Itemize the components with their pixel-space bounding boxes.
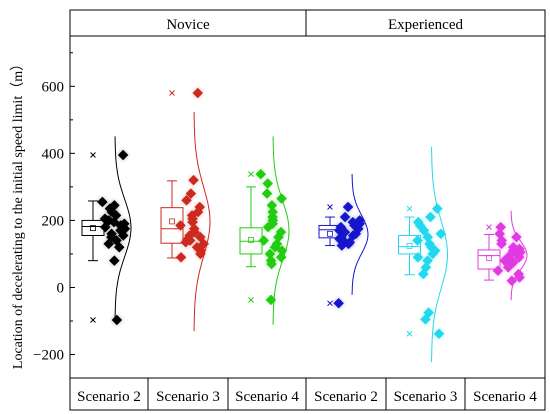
y-tick-label-200: 200 [42, 213, 65, 229]
series-2-point-3 [185, 188, 197, 199]
category-label-2: Scenario 3 [156, 389, 220, 405]
series-3-mean-marker [248, 236, 254, 243]
series-1-point-12 [99, 221, 111, 233]
y-axis-title: Location of decelerating to the initial … [10, 57, 26, 369]
series-4-point-18 [336, 240, 348, 251]
series-3-point-1 [255, 168, 267, 180]
series-4-point-2 [339, 211, 351, 223]
series-1-outlier-2 [90, 317, 96, 323]
series-1-point-5 [106, 206, 118, 218]
series-1-point-19 [103, 238, 115, 250]
chart-frame [69, 9, 546, 411]
series-2-point-17 [180, 236, 192, 248]
series-3-point-15 [269, 241, 281, 253]
series-5-point-18 [420, 313, 431, 325]
series-2-point-21 [195, 248, 206, 260]
series-1-point-20 [113, 241, 125, 253]
series-6-point-5 [496, 238, 507, 250]
category-label-6: Scenario 4 [473, 389, 537, 405]
series-3-point-10 [262, 221, 274, 233]
series-3-point-9 [267, 218, 278, 230]
series-3-outlier-2 [248, 297, 254, 303]
group-label-novice: Novice [166, 17, 210, 33]
series-5-point-1 [431, 203, 443, 215]
series-2-point-10 [175, 220, 186, 231]
series-3-point-13 [258, 235, 270, 246]
series-6-point-18 [492, 265, 504, 277]
category-label-5: Scenario 3 [394, 389, 458, 405]
series-5-outlier-1 [406, 205, 413, 212]
series-5-point-12 [427, 248, 439, 260]
series-6-point-12 [513, 251, 525, 263]
series-6-point-17 [502, 261, 514, 273]
series-1-point-2 [97, 196, 108, 208]
series-2-mean-marker [169, 218, 175, 225]
series-2-point-2 [188, 174, 199, 186]
series-1-outlier-1 [90, 152, 96, 158]
series-6-mean-marker [486, 255, 492, 261]
series-6-distribution-curve [510, 210, 528, 301]
series-1-point-16 [117, 230, 129, 241]
category-label-3: Scenario 4 [235, 389, 299, 405]
series-2-point-22 [175, 251, 187, 263]
series-4-mean-marker [327, 230, 333, 237]
series-5-point-13 [412, 251, 424, 263]
series-2-point-4 [181, 194, 192, 206]
series-5-point-16 [417, 268, 429, 280]
series-5-outlier-2 [406, 330, 413, 337]
series-4-distribution-curve [351, 174, 369, 295]
series-1-point-22 [111, 314, 123, 326]
series-3-distribution-curve [272, 136, 290, 325]
series-2-point-1 [192, 87, 204, 99]
series-6-box [477, 249, 501, 270]
series-5-point-2 [425, 211, 436, 223]
series-2-distribution-curve [193, 111, 211, 332]
series-1-distribution-curve [114, 136, 132, 320]
series-3-outlier-1 [248, 171, 254, 177]
series-3-point-3 [261, 188, 273, 199]
series-3-point-20 [266, 258, 277, 270]
series-4-outlier-2 [327, 300, 333, 307]
series-4-point-1 [342, 201, 354, 213]
series-5-point-5 [418, 225, 430, 236]
series-5-point-8 [412, 235, 423, 246]
series-1-point-1 [117, 149, 129, 161]
series-5-box [398, 235, 421, 255]
series-1-point-21 [108, 255, 120, 267]
group-label-experienced: Experienced [388, 17, 463, 33]
series-4-point-19 [333, 297, 344, 309]
series-5-mean-marker [406, 242, 413, 249]
y-tick-label-400: 400 [42, 146, 65, 162]
y-tick-label-600: 600 [42, 79, 65, 95]
series-5-point-19 [433, 328, 445, 340]
series-3-point-2 [262, 178, 274, 189]
category-label-4: Scenario 2 [314, 389, 378, 405]
y-tick-label--200: −200 [33, 348, 64, 364]
series-2-outlier-1 [169, 90, 175, 96]
series-5-distribution-curve [431, 146, 449, 363]
series-6-outlier-1 [486, 224, 492, 230]
y-tick-label-0: 0 [57, 280, 65, 296]
series-1-mean-marker [90, 225, 96, 232]
series-4-outlier-1 [327, 204, 333, 210]
category-label-1: Scenario 2 [77, 389, 141, 405]
